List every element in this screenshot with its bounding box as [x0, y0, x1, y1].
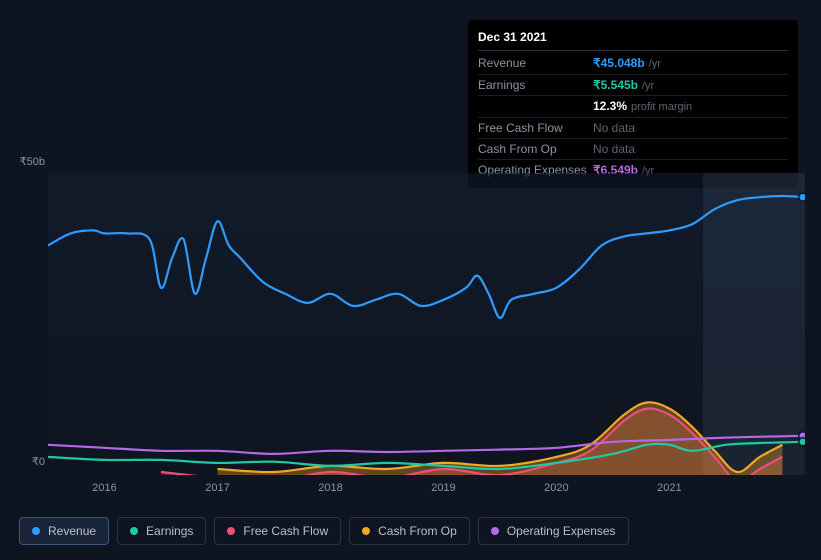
legend-label: Operating Expenses [507, 524, 616, 538]
end-marker [799, 438, 805, 446]
legend-dot [227, 527, 235, 535]
tooltip-row-value: ₹5.545b/yr [593, 76, 654, 95]
tooltip-row-value: 12.3%profit margin [593, 97, 692, 116]
legend-dot [491, 527, 499, 535]
x-axis-label: 2017 [205, 482, 229, 494]
legend-dot [362, 527, 370, 535]
x-axis-label: 2021 [657, 482, 681, 494]
legend-item-earnings[interactable]: Earnings [117, 517, 206, 545]
tooltip-row: Revenue₹45.048b/yr [478, 53, 788, 75]
legend-item-cash-from-op[interactable]: Cash From Op [349, 517, 470, 545]
x-axis-label: 2019 [431, 482, 455, 494]
legend-label: Free Cash Flow [243, 524, 328, 538]
legend-dot [130, 527, 138, 535]
tooltip-row: Free Cash FlowNo data [478, 118, 788, 139]
line-revenue [48, 196, 805, 318]
legend-item-revenue[interactable]: Revenue [19, 517, 109, 545]
y-axis-label-top: ₹50b [19, 155, 45, 168]
tooltip-row-label [478, 97, 593, 116]
legend-label: Revenue [48, 524, 96, 538]
legend-item-operating-expenses[interactable]: Operating Expenses [478, 517, 629, 545]
tooltip-row: 12.3%profit margin [478, 96, 788, 118]
tooltip-row-label: Free Cash Flow [478, 119, 593, 137]
tooltip-row-value: No data [593, 119, 635, 137]
tooltip-date: Dec 31 2021 [478, 28, 788, 51]
x-axis-label: 2020 [544, 482, 568, 494]
tooltip-row: Earnings₹5.545b/yr [478, 75, 788, 97]
x-axis-label: 2018 [318, 482, 342, 494]
legend-label: Earnings [146, 524, 193, 538]
legend-dot [32, 527, 40, 535]
y-axis-label-bottom: ₹0 [19, 455, 45, 468]
tooltip-row-label: Revenue [478, 54, 593, 73]
legend-item-free-cash-flow[interactable]: Free Cash Flow [214, 517, 341, 545]
plot-area[interactable] [48, 173, 805, 475]
tooltip-row-label: Earnings [478, 76, 593, 95]
end-marker [799, 193, 805, 201]
chart-svg [48, 173, 805, 475]
chart-legend: Revenue Earnings Free Cash Flow Cash From O… [19, 517, 629, 545]
legend-label: Cash From Op [378, 524, 457, 538]
financial-chart: ₹50b ₹0 2016 2017 2018 2019 2020 2021 [19, 155, 805, 500]
x-axis-label: 2016 [92, 482, 116, 494]
tooltip-row-value: ₹45.048b/yr [593, 54, 661, 73]
